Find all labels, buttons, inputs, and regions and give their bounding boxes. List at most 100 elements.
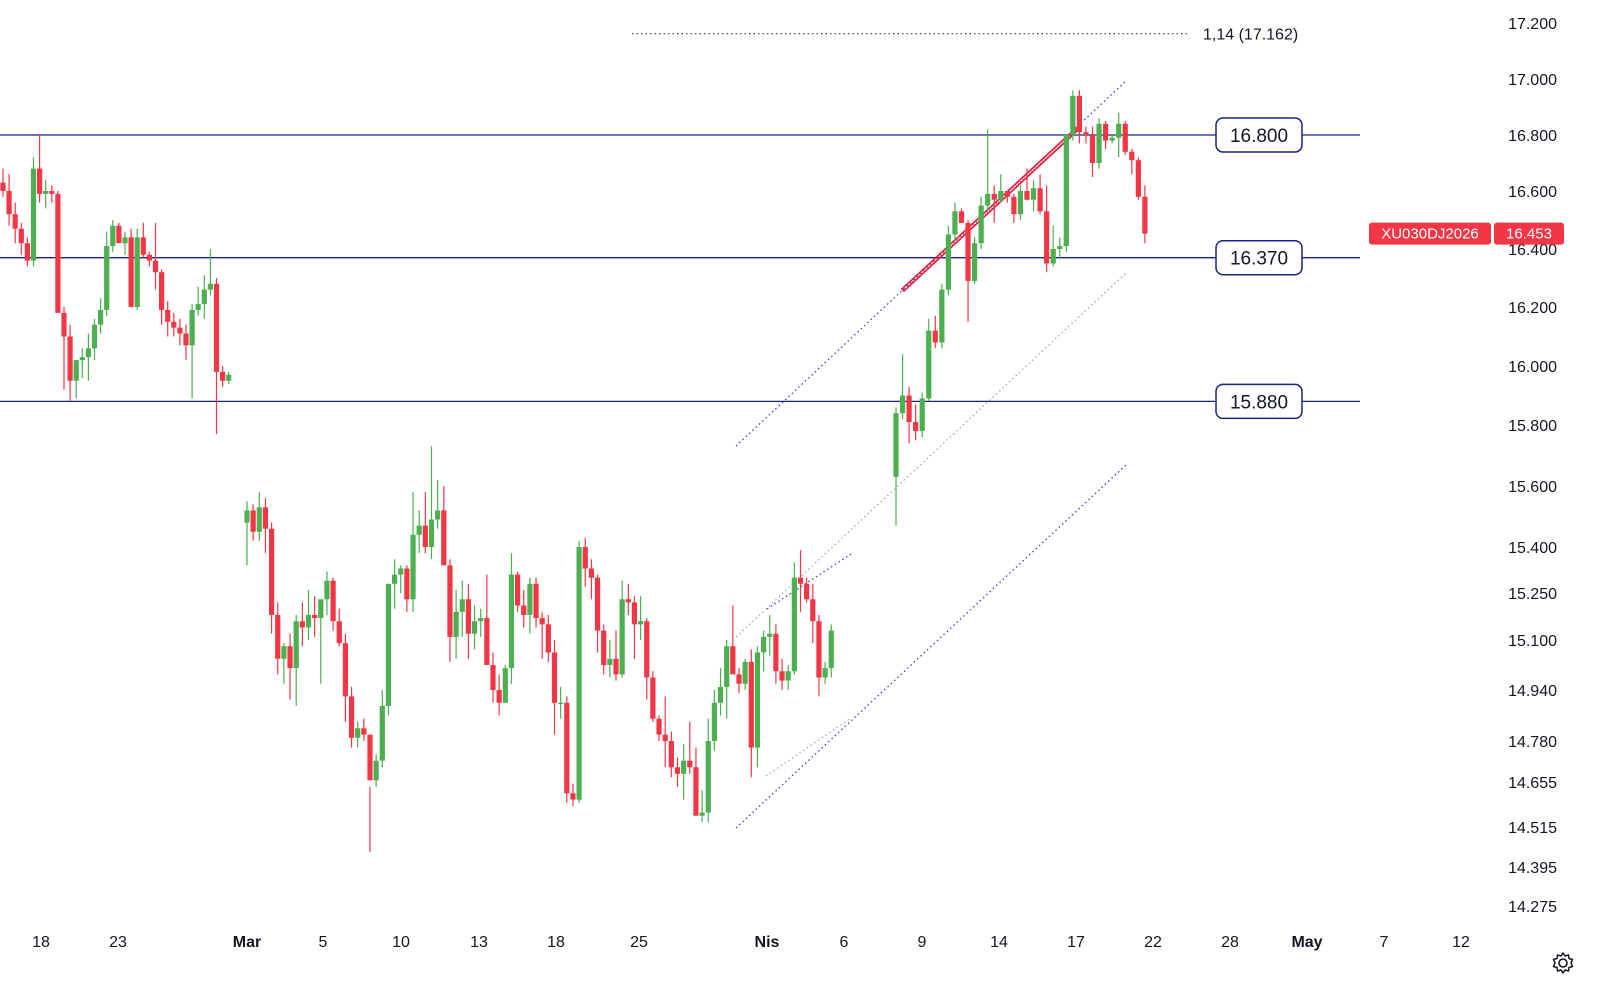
time-tick-label: 25 <box>630 934 648 951</box>
candle-c-body-29 <box>1083 132 1089 135</box>
last-price-label: 16.453 <box>1506 226 1552 243</box>
candle-a-body-34 <box>207 283 213 290</box>
candle-a-body-27 <box>165 309 171 322</box>
price-tick-label: 14.275 <box>1508 899 1557 916</box>
candle-a-body-21 <box>128 237 134 307</box>
candle-b-body-60 <box>613 658 619 675</box>
price-tick-label: 15.400 <box>1508 540 1557 557</box>
candle-b-body-33 <box>447 565 453 637</box>
candle-a-body-2 <box>12 214 18 229</box>
candle-b-body-88 <box>785 671 791 681</box>
level-label-0: 16.800 <box>1230 126 1288 147</box>
candle-b-body-67 <box>656 718 662 735</box>
candle-b-body-69 <box>668 741 674 768</box>
candle-a-body-30 <box>183 333 189 346</box>
candle-c-body-17 <box>1004 191 1010 197</box>
price-tick-label: 15.250 <box>1508 586 1557 603</box>
candle-b-body-94 <box>822 668 828 678</box>
candle-a-body-33 <box>201 289 207 305</box>
candle-b-body-92 <box>810 599 816 622</box>
time-tick-label: 9 <box>918 934 927 951</box>
candle-a-body-18 <box>110 225 116 247</box>
candle-c-body-35 <box>1122 123 1128 152</box>
candle-b-body-25 <box>398 568 404 575</box>
time-tick-label: May <box>1291 934 1322 951</box>
candle-b-body-58 <box>601 630 607 665</box>
time-tick-label: 22 <box>1144 934 1162 951</box>
time-tick-label: 17 <box>1067 934 1085 951</box>
trend-channels[interactable] <box>735 80 1127 829</box>
candle-a-body-1 <box>6 191 12 215</box>
candle-c-body-7 <box>939 289 945 343</box>
level-label-box-1 <box>1215 239 1303 276</box>
candle-b-body-85 <box>767 633 773 637</box>
time-tick-label: Mar <box>233 934 261 951</box>
time-axis[interactable]: 18 23 Mar 5 10 13 18 25 Nis 6 9 14 17 22 28 May 7 12 <box>32 934 1470 951</box>
candle-c-body-15 <box>991 193 997 200</box>
candle-a-body-11 <box>67 336 73 381</box>
time-tick-label: 14 <box>990 934 1008 951</box>
fib-extension-label: 1,14 (17.162) <box>1203 27 1298 44</box>
price-tick-label: 16.000 <box>1508 359 1557 376</box>
candle-b-body-77 <box>717 686 724 703</box>
candle-b-body-14 <box>330 580 336 622</box>
candle-b-body-54 <box>576 547 582 800</box>
candle-b-body-89 <box>791 577 797 672</box>
price-tick-label: 14.780 <box>1508 734 1557 751</box>
candle-b-body-24 <box>392 574 398 584</box>
price-tick-label: 14.655 <box>1508 775 1557 792</box>
candle-b-body-6 <box>281 646 287 659</box>
candle-a-body-10 <box>61 312 67 337</box>
candle-c-body-11 <box>965 222 971 281</box>
candle-c-body-13 <box>978 205 984 244</box>
price-axis[interactable]: 17.200 17.000 16.800 16.600 16.400 16.200 16.0… <box>1369 16 1564 916</box>
candle-b-body-13 <box>324 580 330 600</box>
settings-gear-icon[interactable] <box>1550 950 1576 976</box>
candle-c-body-8 <box>945 234 951 290</box>
level-label-box-0 <box>1215 117 1303 153</box>
candle-a-body-20 <box>122 237 128 244</box>
level-labels[interactable]: 16.800 16.370 15.880 1,14 (17.162) <box>1203 27 1303 420</box>
candle-b-body-15 <box>336 621 342 644</box>
candle-c-body-10 <box>958 211 965 223</box>
candle-b-body-21 <box>373 760 379 781</box>
price-tick-label: 16.400 <box>1508 242 1557 259</box>
candle-b-body-8 <box>293 621 299 669</box>
candle-b-body-3 <box>262 507 269 529</box>
candle-c-body-23 <box>1044 211 1050 264</box>
candle-a-body-15 <box>91 324 98 349</box>
candle-b-body-75 <box>705 741 711 813</box>
candle-b-body-44 <box>515 574 521 606</box>
candle-b-body-56 <box>588 568 594 578</box>
candle-a-body-19 <box>116 225 122 244</box>
candle-c-body-4 <box>919 398 925 432</box>
candle-b-body-1 <box>250 510 256 532</box>
lower-channel-line <box>735 464 1127 829</box>
candle-b-body-38 <box>478 618 484 622</box>
candle-b-body-2 <box>256 507 262 532</box>
price-tick-label: 16.200 <box>1508 300 1557 317</box>
candle-a-body-16 <box>98 309 104 325</box>
candle-b-body-50 <box>551 652 558 703</box>
candle-c-body-38 <box>1142 196 1148 234</box>
candle-b-body-86 <box>773 633 779 672</box>
candle-c-body-28 <box>1076 95 1082 133</box>
candle-a-body-28 <box>171 321 177 328</box>
candle-b-body-22 <box>379 705 385 761</box>
candle-b-body-36 <box>465 599 471 634</box>
time-tick-label: 6 <box>840 934 849 951</box>
candle-b-body-91 <box>804 583 810 600</box>
candle-b-body-39 <box>484 618 490 665</box>
candle-b-body-73 <box>693 767 699 816</box>
candle-b-body-30 <box>428 519 435 547</box>
candle-a-body-9 <box>55 193 61 313</box>
symbol-badge <box>1369 222 1491 245</box>
candle-c-body-2 <box>906 395 912 423</box>
candle-b-body-71 <box>681 760 687 774</box>
candle-b-body-5 <box>275 614 281 659</box>
candle-c-body-0 <box>893 413 899 477</box>
level-label-box-2 <box>1215 383 1303 420</box>
horizontal-levels[interactable] <box>0 33 1360 403</box>
